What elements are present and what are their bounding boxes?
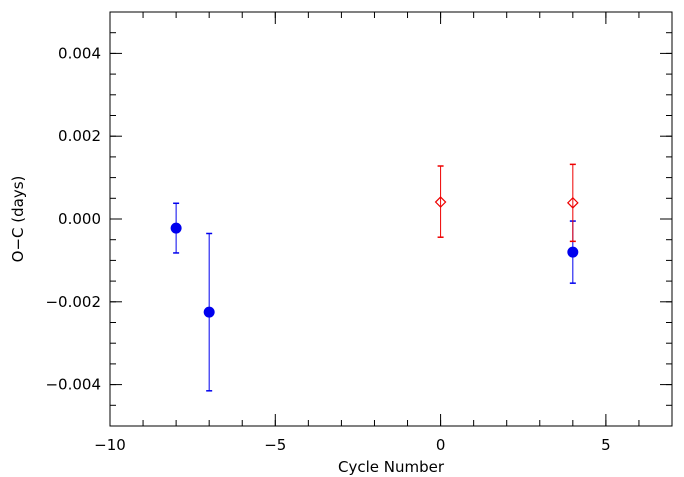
axes: −10 −5 0 5 −0.004 −0.002 0.000 0.002 0.004 — [45, 11, 673, 454]
x-tick-label: −10 — [94, 436, 126, 454]
x-tick-label: 0 — [436, 436, 446, 454]
y-tick-label: −0.004 — [45, 376, 101, 394]
data-point-circle — [203, 306, 215, 318]
x-tick-label: −5 — [264, 436, 286, 454]
y-tick-label: 0.002 — [58, 127, 101, 145]
plot-data — [170, 163, 579, 392]
data-series — [170, 202, 579, 392]
y-tick-label: −0.002 — [45, 293, 101, 311]
plot-frame — [109, 11, 673, 427]
data-series — [434, 163, 579, 243]
data-point-circle — [170, 222, 182, 234]
data-point-circle — [567, 246, 579, 258]
x-axis-title: Cycle Number — [338, 458, 445, 476]
y-tick-label: 0.000 — [58, 210, 101, 228]
data-point-diamond — [434, 196, 447, 208]
y-axis-title: O−C (days) — [9, 176, 27, 263]
y-tick-label: 0.004 — [58, 44, 101, 62]
x-tick-label: 5 — [601, 436, 611, 454]
data-point-diamond — [566, 197, 579, 209]
